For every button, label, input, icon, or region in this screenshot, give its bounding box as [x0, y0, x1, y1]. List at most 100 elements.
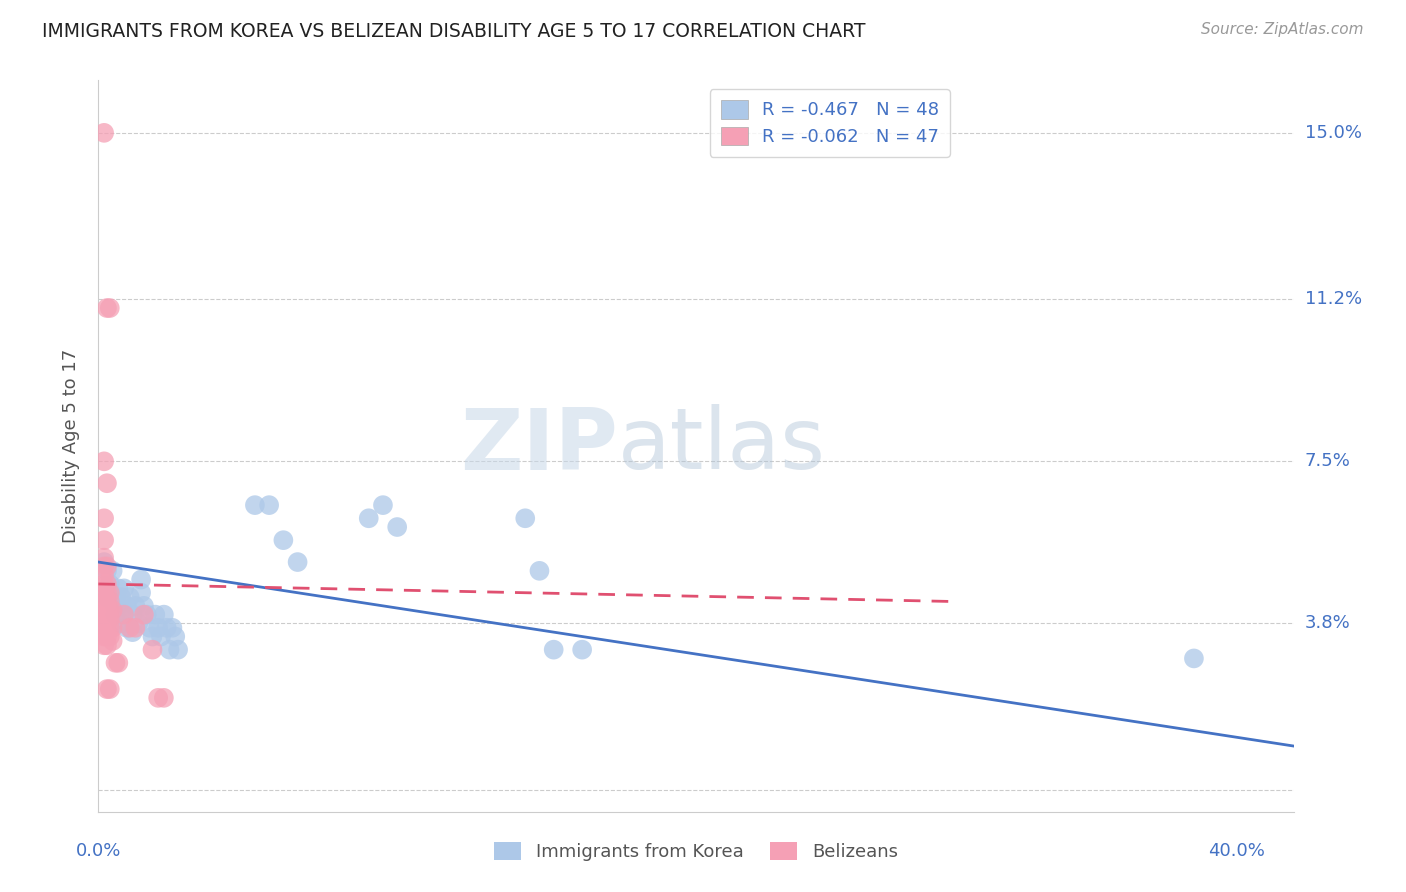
Point	[156, 621, 179, 635]
Point	[98, 630, 121, 644]
Point	[93, 454, 115, 468]
Point	[141, 630, 163, 644]
Y-axis label: Disability Age 5 to 17: Disability Age 5 to 17	[62, 349, 80, 543]
Point	[165, 630, 187, 644]
Point	[148, 621, 170, 635]
Point	[129, 585, 152, 599]
Point	[127, 616, 149, 631]
Point	[571, 642, 593, 657]
Point	[148, 690, 170, 705]
Text: 0.0%: 0.0%	[76, 842, 121, 860]
Point	[162, 621, 184, 635]
Point	[101, 621, 124, 635]
Point	[371, 498, 394, 512]
Point	[515, 511, 537, 525]
Point	[96, 594, 118, 608]
Text: IMMIGRANTS FROM KOREA VS BELIZEAN DISABILITY AGE 5 TO 17 CORRELATION CHART: IMMIGRANTS FROM KOREA VS BELIZEAN DISABI…	[42, 22, 866, 41]
Point	[129, 573, 152, 587]
Point	[93, 511, 115, 525]
Point	[93, 585, 115, 599]
Point	[96, 585, 118, 599]
Point	[93, 559, 115, 574]
Point	[104, 607, 127, 622]
Point	[101, 594, 124, 608]
Point	[98, 585, 121, 599]
Point	[93, 638, 115, 652]
Text: 3.8%: 3.8%	[1305, 615, 1350, 632]
Point	[110, 616, 132, 631]
Point	[96, 630, 118, 644]
Point	[93, 630, 115, 644]
Point	[118, 590, 141, 604]
Point	[96, 621, 118, 635]
Point	[121, 625, 143, 640]
Point	[96, 682, 118, 697]
Point	[96, 603, 118, 617]
Point	[132, 599, 155, 613]
Point	[96, 577, 118, 591]
Text: 7.5%: 7.5%	[1305, 452, 1351, 470]
Point	[93, 126, 115, 140]
Point	[167, 642, 190, 657]
Point	[93, 577, 115, 591]
Point	[543, 642, 565, 657]
Point	[93, 621, 115, 635]
Point	[115, 599, 138, 613]
Point	[141, 642, 163, 657]
Text: ZIP: ZIP	[461, 404, 619, 488]
Point	[357, 511, 380, 525]
Point	[1182, 651, 1205, 665]
Point	[143, 607, 166, 622]
Point	[93, 555, 115, 569]
Text: 11.2%: 11.2%	[1305, 290, 1362, 309]
Point	[112, 607, 135, 622]
Legend: Immigrants from Korea, Belizeans: Immigrants from Korea, Belizeans	[486, 835, 905, 869]
Point	[98, 612, 121, 626]
Point	[93, 550, 115, 565]
Point	[124, 599, 146, 613]
Point	[96, 638, 118, 652]
Point	[110, 590, 132, 604]
Point	[132, 607, 155, 622]
Point	[273, 533, 295, 548]
Point	[124, 621, 146, 635]
Point	[96, 612, 118, 626]
Point	[243, 498, 266, 512]
Point	[153, 607, 176, 622]
Point	[93, 533, 115, 548]
Point	[98, 682, 121, 697]
Point	[96, 590, 118, 604]
Point	[93, 612, 115, 626]
Point	[529, 564, 551, 578]
Point	[98, 594, 121, 608]
Point	[138, 621, 160, 635]
Text: Source: ZipAtlas.com: Source: ZipAtlas.com	[1201, 22, 1364, 37]
Point	[96, 301, 118, 315]
Point	[96, 564, 118, 578]
Point	[150, 630, 173, 644]
Point	[98, 621, 121, 635]
Point	[104, 656, 127, 670]
Point	[115, 621, 138, 635]
Point	[93, 594, 115, 608]
Point	[93, 603, 115, 617]
Point	[101, 564, 124, 578]
Point	[96, 476, 118, 491]
Point	[107, 599, 129, 613]
Point	[118, 621, 141, 635]
Point	[121, 607, 143, 622]
Text: 15.0%: 15.0%	[1305, 124, 1361, 142]
Point	[96, 559, 118, 574]
Point	[159, 642, 181, 657]
Point	[153, 690, 176, 705]
Point	[98, 603, 121, 617]
Point	[101, 634, 124, 648]
Point	[98, 301, 121, 315]
Point	[107, 656, 129, 670]
Point	[385, 520, 409, 534]
Point	[135, 607, 157, 622]
Point	[104, 590, 127, 604]
Point	[112, 607, 135, 622]
Point	[257, 498, 280, 512]
Point	[112, 582, 135, 596]
